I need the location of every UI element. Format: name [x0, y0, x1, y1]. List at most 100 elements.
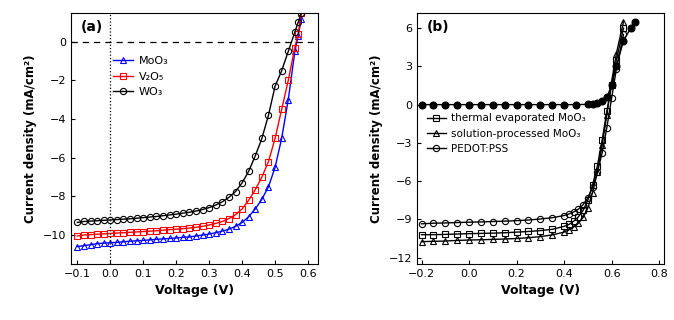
PEDOT:PSS — [441, 221, 450, 225]
V₂O₅ — [199, 224, 207, 228]
V₂O₅ — [294, 32, 302, 36]
V₂O₅ — [245, 198, 253, 202]
solution-processed MoO₃ — [537, 235, 545, 238]
V₂O₅ — [251, 188, 259, 192]
thermal evaporated MoO₃ — [537, 229, 545, 233]
WO₃ — [205, 206, 213, 210]
MoO₃ — [100, 241, 108, 245]
MoO₃ — [185, 235, 193, 239]
solution-processed MoO₃ — [584, 206, 592, 210]
thermal evaporated MoO₃ — [574, 215, 582, 219]
V₂O₅ — [297, 11, 305, 15]
WO₃ — [231, 190, 239, 194]
solution-processed MoO₃ — [465, 238, 473, 242]
WO₃ — [166, 213, 174, 217]
V₂O₅ — [284, 78, 293, 82]
WO₃ — [264, 113, 272, 117]
PEDOT:PSS — [588, 186, 596, 189]
V₂O₅ — [192, 225, 200, 229]
thermal evaporated MoO₃ — [579, 209, 587, 212]
PEDOT:PSS — [598, 151, 606, 155]
V₂O₅ — [179, 227, 187, 230]
solution-processed MoO₃ — [574, 221, 582, 225]
WO₃ — [284, 50, 293, 53]
solution-processed MoO₃ — [489, 237, 497, 241]
thermal evaporated MoO₃ — [501, 231, 509, 235]
MoO₃ — [146, 238, 154, 242]
PEDOT:PSS — [579, 203, 587, 207]
MoO₃ — [86, 243, 94, 247]
solution-processed MoO₃ — [501, 237, 509, 241]
MoO₃ — [278, 136, 286, 140]
WO₃ — [172, 212, 180, 216]
V₂O₅ — [152, 229, 160, 233]
MoO₃ — [113, 240, 121, 244]
thermal evaporated MoO₃ — [465, 232, 473, 236]
V₂O₅ — [80, 233, 88, 237]
V₂O₅ — [140, 230, 148, 234]
WO₃ — [133, 216, 141, 220]
MoO₃ — [231, 224, 239, 228]
Line: PEDOT:PSS: PEDOT:PSS — [419, 31, 627, 227]
thermal evaporated MoO₃ — [565, 222, 573, 226]
X-axis label: Voltage (V): Voltage (V) — [155, 284, 234, 297]
Line: solution-processed MoO₃: solution-processed MoO₃ — [419, 19, 627, 245]
thermal evaporated MoO₃ — [429, 233, 437, 236]
solution-processed MoO₃ — [477, 238, 485, 242]
V₂O₅ — [172, 227, 180, 231]
thermal evaporated MoO₃ — [593, 164, 601, 168]
WO₃ — [218, 200, 226, 204]
MoO₃ — [126, 239, 134, 243]
V₂O₅ — [113, 231, 121, 235]
solution-processed MoO₃ — [607, 80, 615, 84]
MoO₃ — [133, 239, 141, 243]
PEDOT:PSS — [512, 219, 520, 223]
MoO₃ — [290, 50, 299, 53]
WO₃ — [159, 214, 167, 218]
MoO₃ — [140, 238, 148, 242]
V₂O₅ — [218, 220, 226, 223]
solution-processed MoO₃ — [524, 236, 532, 240]
WO₃ — [278, 69, 286, 73]
PEDOT:PSS — [603, 126, 611, 130]
thermal evaporated MoO₃ — [477, 231, 485, 235]
V₂O₅ — [93, 232, 101, 236]
Line: WO₃: WO₃ — [74, 10, 305, 226]
V₂O₅ — [264, 160, 272, 164]
PEDOT:PSS — [501, 219, 509, 223]
WO₃ — [245, 169, 253, 173]
V₂O₅ — [278, 108, 286, 111]
WO₃ — [251, 154, 259, 158]
solution-processed MoO₃ — [603, 113, 611, 117]
WO₃ — [297, 11, 305, 15]
thermal evaporated MoO₃ — [441, 233, 450, 236]
MoO₃ — [106, 241, 115, 245]
Text: (b): (b) — [427, 20, 450, 34]
MoO₃ — [166, 236, 174, 240]
WO₃ — [119, 217, 127, 221]
MoO₃ — [172, 236, 180, 240]
V₂O₅ — [258, 175, 266, 179]
thermal evaporated MoO₃ — [453, 232, 461, 236]
solution-processed MoO₃ — [429, 239, 437, 243]
WO₃ — [100, 219, 108, 222]
PEDOT:PSS — [565, 212, 573, 216]
solution-processed MoO₃ — [619, 20, 627, 24]
Legend: thermal evaporated MoO₃, solution-processed MoO₃, PEDOT:PSS: thermal evaporated MoO₃, solution-proces… — [427, 114, 586, 154]
PEDOT:PSS — [489, 220, 497, 223]
WO₃ — [93, 219, 101, 223]
V₂O₅ — [100, 232, 108, 236]
MoO₃ — [258, 197, 266, 201]
thermal evaporated MoO₃ — [612, 58, 620, 62]
MoO₃ — [284, 98, 293, 102]
PEDOT:PSS — [619, 33, 627, 36]
solution-processed MoO₃ — [570, 225, 578, 229]
PEDOT:PSS — [548, 216, 556, 220]
PEDOT:PSS — [560, 214, 568, 218]
WO₃ — [152, 214, 160, 218]
WO₃ — [80, 220, 88, 223]
V₂O₅ — [185, 226, 193, 230]
WO₃ — [106, 218, 115, 222]
PEDOT:PSS — [612, 67, 620, 71]
solution-processed MoO₃ — [560, 230, 568, 234]
